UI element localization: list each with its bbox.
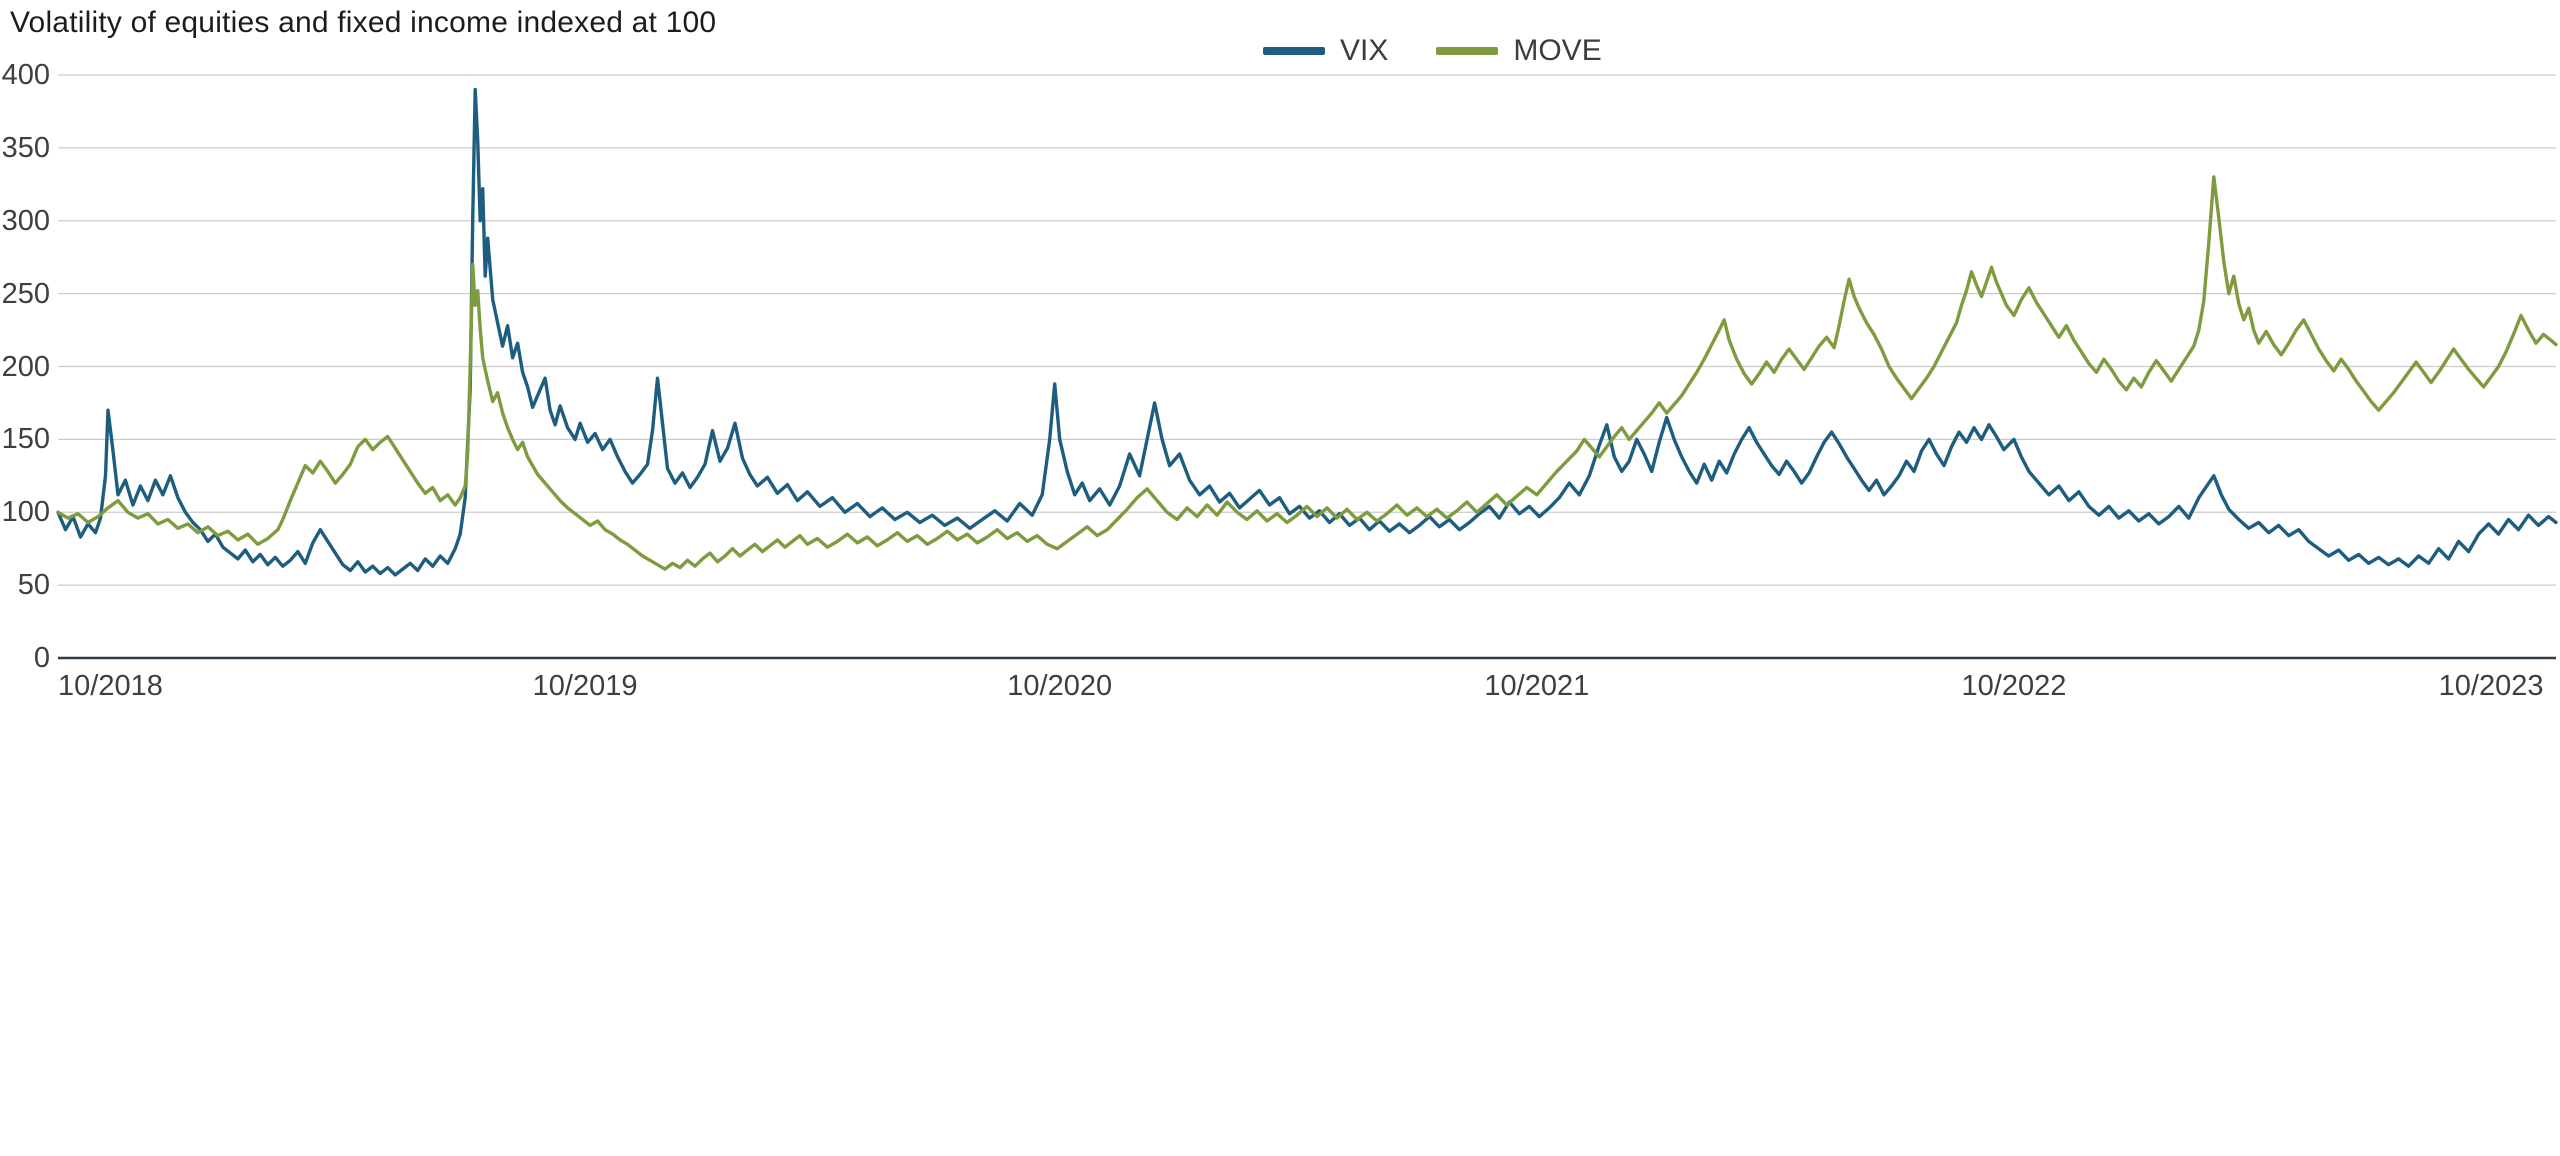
y-tick-label: 0 [33,642,50,674]
vix-line [56,87,2558,577]
x-tick-label: 10/2019 [532,670,638,702]
move-line-swatch [1436,47,1499,55]
y-tick-label: 50 [17,569,50,602]
legend-item-vix: VIX [1263,34,1388,68]
y-tick-label: 250 [1,277,50,310]
legend: VIX MOVE [1263,34,1602,68]
vix-line-swatch [1263,47,1325,55]
legend-label-vix: VIX [1340,34,1389,67]
move-line [56,175,2558,571]
x-tick-label: 10/2023 [2438,670,2544,702]
chart-title: Volatility of equities and fixed income … [10,6,717,39]
y-tick-label: 300 [1,204,50,237]
legend-item-move: MOVE [1436,34,1602,68]
y-tick-label: 350 [1,131,50,164]
legend-label-move: MOVE [1513,34,1602,67]
y-tick-label: 100 [1,496,50,529]
x-tick-label: 10/2021 [1484,670,1590,702]
x-tick-label: 10/2018 [58,670,163,702]
y-tick-label: 200 [1,350,50,383]
x-tick-label: 10/2020 [1007,670,1113,702]
y-tick-label: 150 [1,423,50,456]
y-tick-label: 400 [1,59,50,91]
x-tick-label: 10/2022 [1961,670,2067,702]
